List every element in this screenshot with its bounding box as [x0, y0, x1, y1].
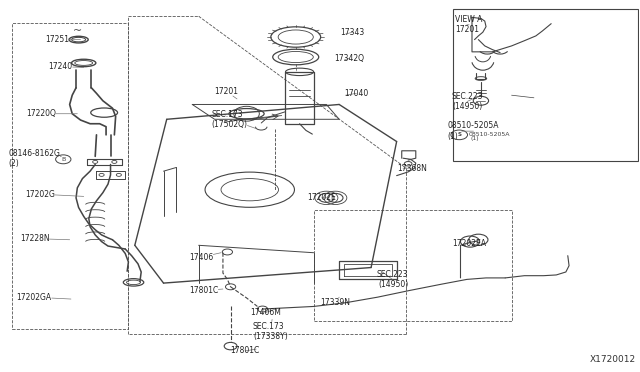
Text: 08510-5205A: 08510-5205A — [468, 132, 509, 137]
Text: 17202EA: 17202EA — [452, 239, 486, 248]
Text: 17202G: 17202G — [25, 190, 84, 199]
Text: 17406M: 17406M — [250, 308, 280, 317]
Text: SEC.223
(14950): SEC.223 (14950) — [451, 92, 483, 111]
Text: B: B — [61, 157, 65, 162]
Text: 08146-8162G
(2): 08146-8162G (2) — [8, 148, 61, 168]
Text: 17368N: 17368N — [397, 164, 428, 173]
Text: 17040: 17040 — [344, 89, 369, 98]
Text: (1): (1) — [470, 136, 479, 141]
Text: 17343: 17343 — [340, 28, 365, 37]
Text: VIEW A
17201: VIEW A 17201 — [456, 15, 483, 35]
Bar — [12, 23, 129, 329]
Text: 17202E: 17202E — [307, 193, 336, 202]
Bar — [453, 9, 638, 161]
Text: 17201: 17201 — [214, 87, 239, 99]
Text: 17339N: 17339N — [321, 297, 351, 307]
Text: SEC.173
(17502Q): SEC.173 (17502Q) — [211, 110, 256, 129]
Text: 17342Q: 17342Q — [335, 54, 365, 62]
Text: 17202GA: 17202GA — [17, 293, 71, 302]
Text: 08510-5205A
(1): 08510-5205A (1) — [448, 121, 499, 141]
Text: SEC.173
(17338Y): SEC.173 (17338Y) — [253, 320, 288, 341]
Text: 17240: 17240 — [49, 62, 84, 71]
Text: 17801C: 17801C — [189, 286, 223, 295]
Text: 17406: 17406 — [189, 253, 221, 262]
Text: ~: ~ — [73, 26, 82, 36]
Text: SEC.223
(14950): SEC.223 (14950) — [376, 270, 408, 289]
Text: 17220Q: 17220Q — [26, 109, 77, 118]
Text: 17801C: 17801C — [230, 346, 260, 355]
Text: 17251: 17251 — [45, 35, 81, 44]
Text: S: S — [457, 132, 461, 137]
Text: X1720012: X1720012 — [590, 355, 636, 364]
Text: 17228N: 17228N — [20, 234, 70, 243]
Bar — [314, 210, 511, 321]
